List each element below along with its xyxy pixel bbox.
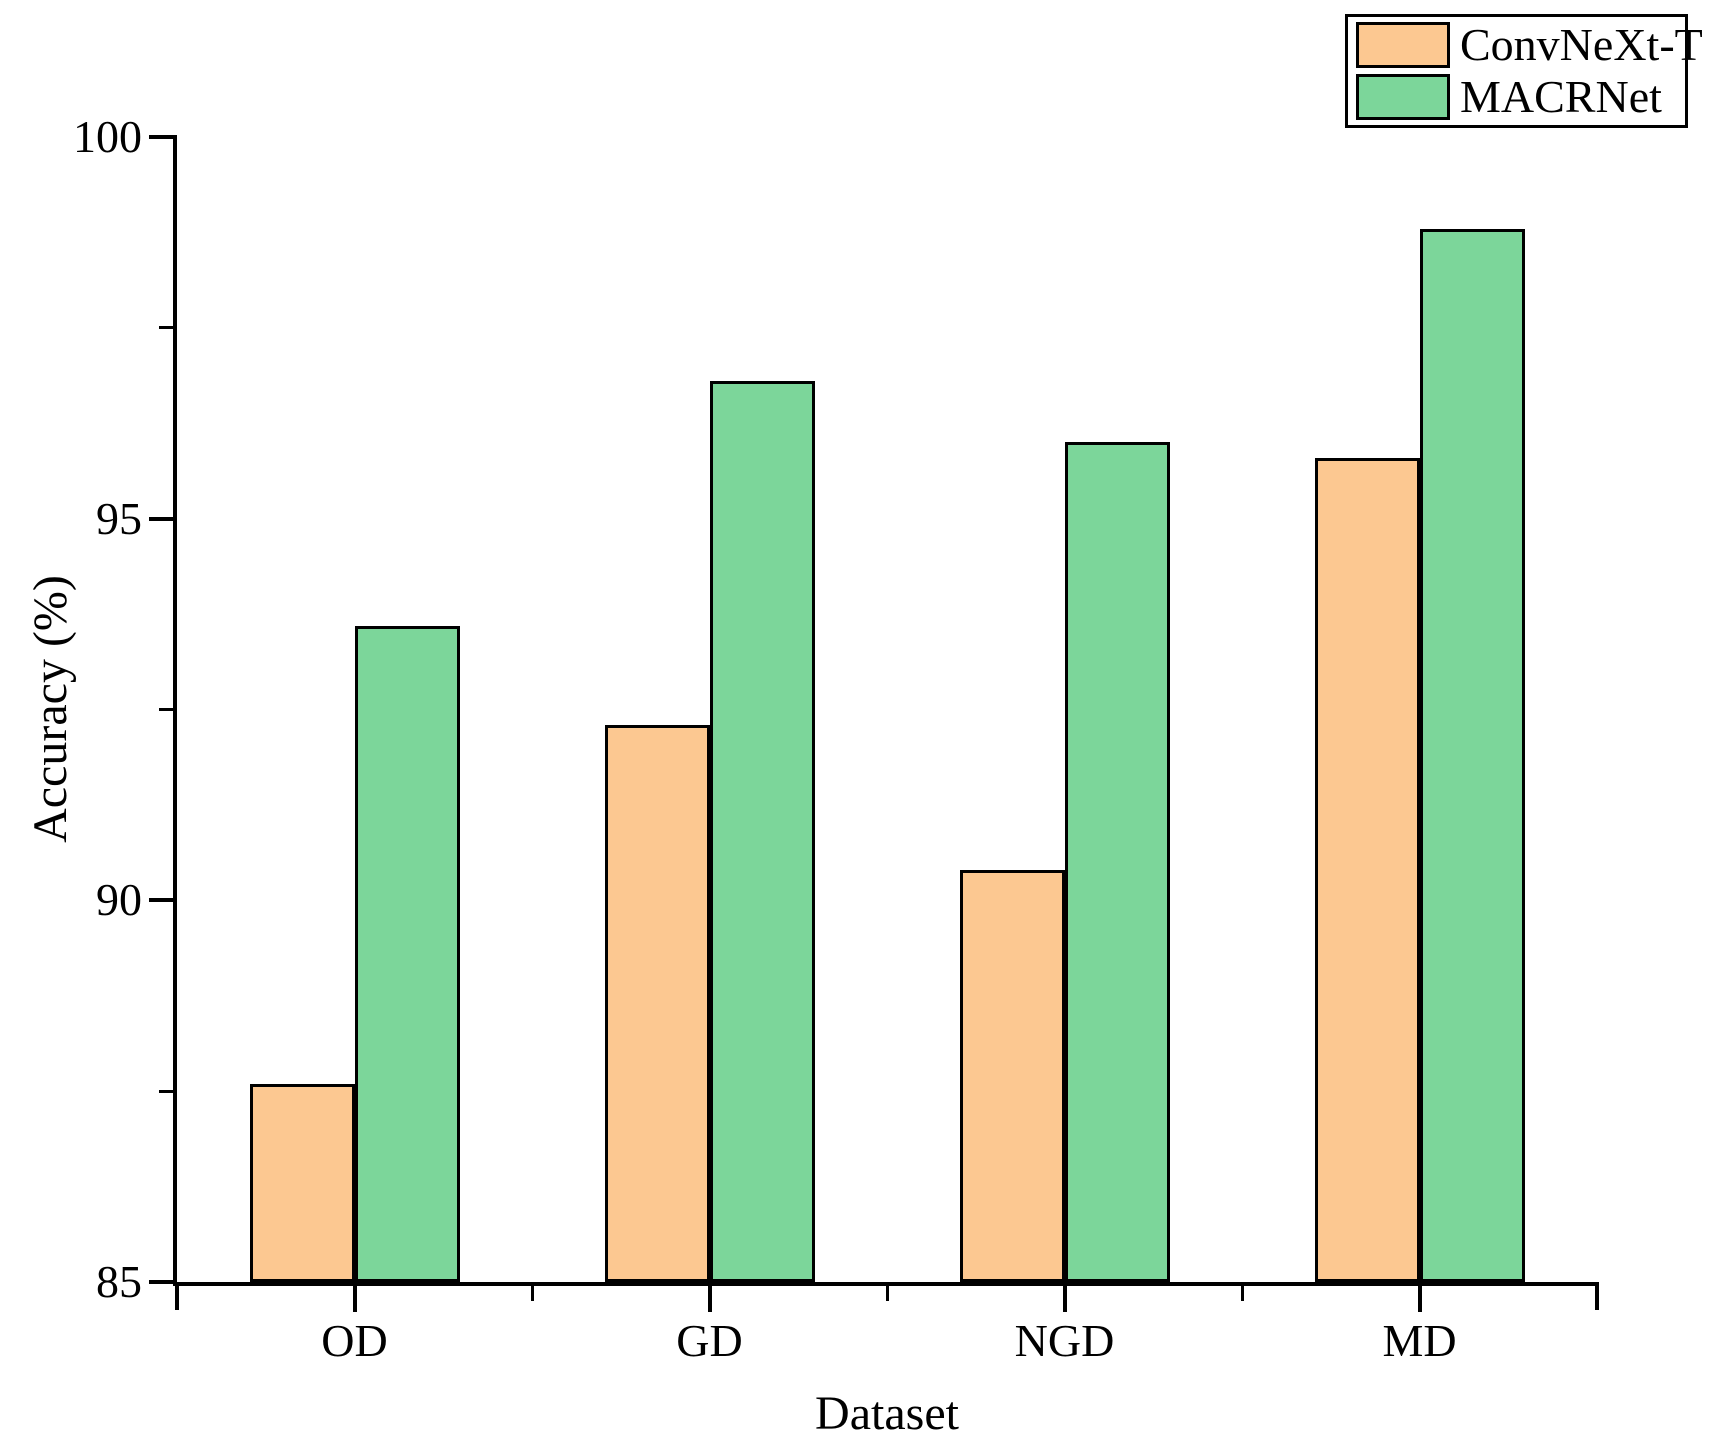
legend: ConvNeXt-T MACRNet bbox=[1345, 14, 1703, 128]
x-major-tick-MD bbox=[1417, 1286, 1422, 1312]
y-minor-tick-97.5 bbox=[159, 326, 173, 330]
x-tick-label-MD: MD bbox=[1382, 1315, 1457, 1366]
plot-area: 85 90 95 100 OD GD NGD MD bbox=[73, 114, 1599, 1364]
legend-label-ConvNeXt-T: ConvNeXt-T bbox=[1460, 19, 1703, 70]
x-tick-label-NGD: NGD bbox=[1014, 1315, 1115, 1366]
x-tick-label-GD: GD bbox=[676, 1315, 743, 1366]
legend-entry-MACRNet: MACRNet bbox=[1356, 74, 1685, 120]
x-end-tick-4 bbox=[1595, 1286, 1599, 1310]
y-major-tick-90 bbox=[149, 898, 173, 903]
bar-MACRNet-GD bbox=[709, 381, 815, 1282]
bar-ConvNeXt-T-MD bbox=[1314, 457, 1420, 1282]
bar-MACRNet-NGD bbox=[1064, 442, 1170, 1282]
x-minor-tick-2 bbox=[885, 1286, 889, 1301]
legend-swatch-MACRNet bbox=[1356, 74, 1450, 120]
bar-ConvNeXt-T-NGD bbox=[959, 869, 1065, 1282]
y-minor-tick-87.5 bbox=[159, 1089, 173, 1093]
y-tick-label-90: 90 bbox=[96, 874, 142, 926]
x-major-tick-NGD bbox=[1062, 1286, 1067, 1312]
bar-ConvNeXt-T-GD bbox=[604, 724, 710, 1282]
x-axis-line bbox=[173, 1282, 1599, 1286]
x-axis-title: Dataset bbox=[815, 1387, 959, 1440]
y-major-tick-100 bbox=[149, 135, 173, 139]
y-minor-tick-92.5 bbox=[159, 708, 173, 711]
x-major-tick-OD bbox=[352, 1286, 357, 1312]
y-tick-label-100: 100 bbox=[73, 111, 142, 162]
legend-label-MACRNet: MACRNet bbox=[1460, 71, 1662, 122]
y-major-tick-85 bbox=[149, 1280, 173, 1284]
y-tick-label-85: 85 bbox=[96, 1256, 142, 1307]
legend-swatch-ConvNeXt-T bbox=[1356, 22, 1450, 68]
x-major-tick-GD bbox=[707, 1286, 712, 1312]
bar-MACRNet-OD bbox=[354, 625, 460, 1282]
y-major-tick-95 bbox=[149, 516, 173, 521]
x-end-tick-0 bbox=[175, 1286, 179, 1310]
legend-entry-ConvNeXt-T: ConvNeXt-T bbox=[1356, 22, 1703, 68]
y-axis-line bbox=[173, 135, 177, 1286]
x-minor-tick-1 bbox=[530, 1286, 534, 1301]
x-minor-tick-3 bbox=[1240, 1286, 1244, 1301]
bar-ConvNeXt-T-OD bbox=[249, 1083, 355, 1282]
bar-MACRNet-MD bbox=[1419, 228, 1525, 1282]
y-tick-label-95: 95 bbox=[96, 492, 142, 544]
x-tick-label-OD: OD bbox=[321, 1315, 388, 1366]
